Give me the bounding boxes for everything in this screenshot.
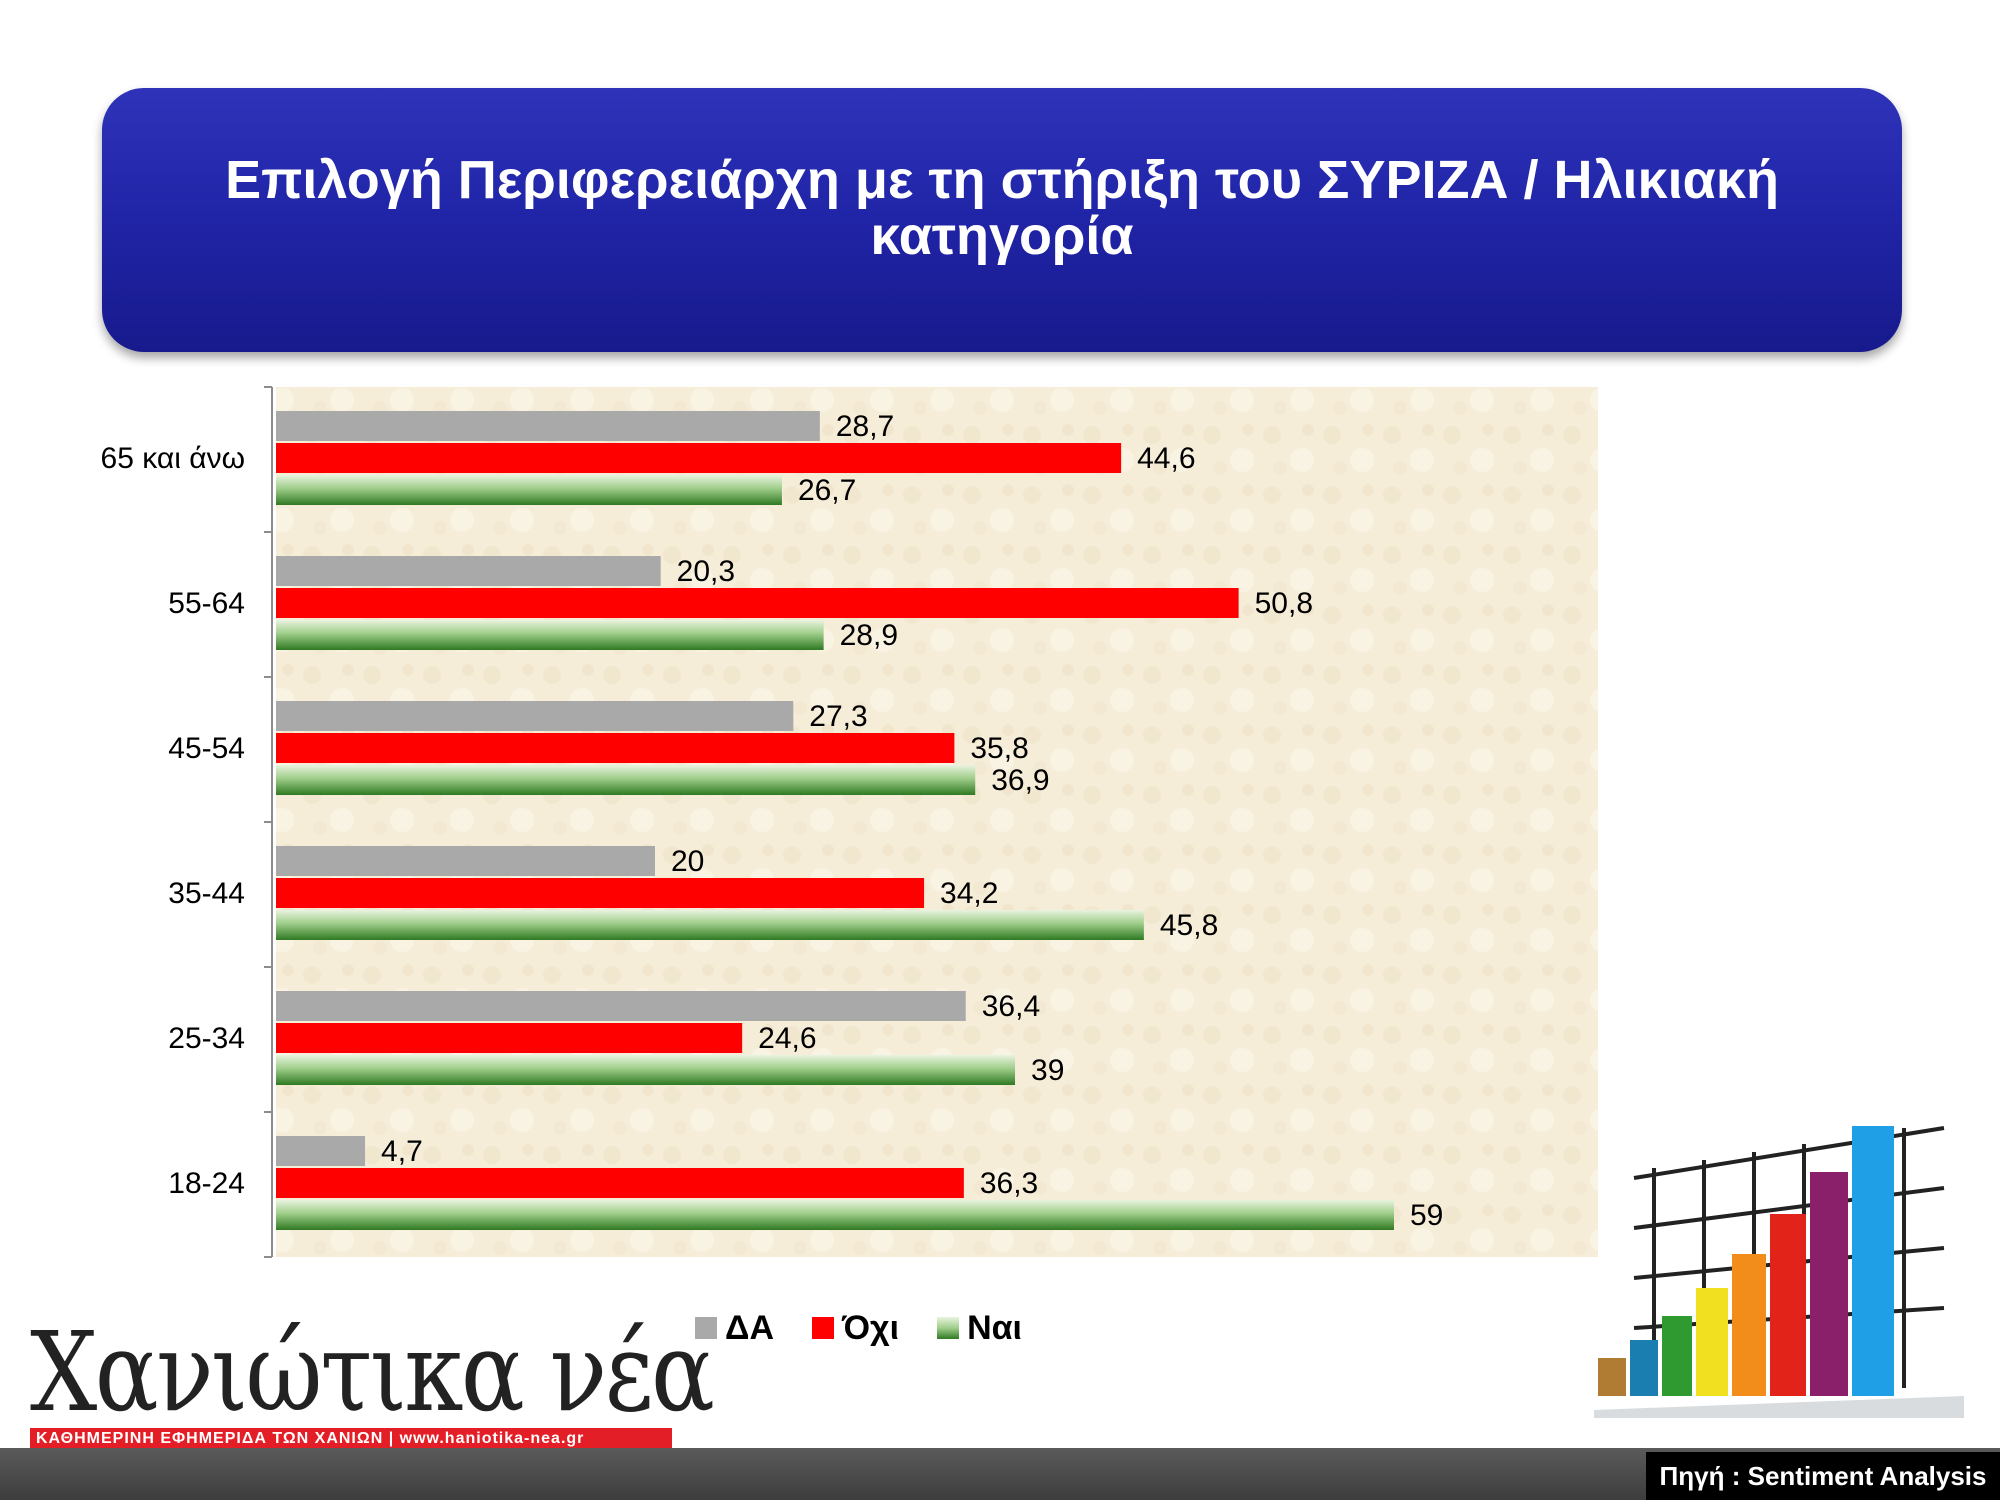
legend: ΔΑ Όχι Ναι: [695, 1308, 1060, 1348]
legend-label: Ναι: [967, 1308, 1022, 1347]
data-label: 44,6: [1137, 442, 1195, 475]
legend-label: ΔΑ: [725, 1308, 774, 1347]
bar-nai: [276, 765, 976, 795]
category-label: 18-24: [168, 1167, 245, 1200]
data-label: 20,3: [677, 555, 735, 588]
legend-label: Όχι: [842, 1308, 900, 1347]
category-label: 55-64: [168, 587, 245, 620]
bar-da: [276, 411, 820, 441]
data-label: 59: [1410, 1199, 1443, 1232]
plot-area-background: [276, 387, 1598, 1257]
legend-item: ΔΑ: [695, 1309, 774, 1348]
data-label: 36,4: [982, 990, 1040, 1023]
data-label: 28,9: [840, 619, 898, 652]
category-label: 25-34: [168, 1022, 245, 1055]
bar-nai: [276, 1200, 1394, 1230]
bar-ochi: [276, 733, 955, 763]
bar-chart: 28,7 44,6 26,7 20,3 50,8 28,9 27,3 35,836,9 20 34…: [101, 386, 1598, 1258]
legend-item: Ναι: [937, 1309, 1022, 1348]
newspaper-logo: Χανιώτικα νέα ΚΑΘΗΜΕΡΙΝΗ ΕΦΗΜΕΡΙΔΑ ΤΩΝ Χ…: [30, 1308, 715, 1450]
bar-da: [276, 991, 966, 1021]
data-label: 26,7: [798, 474, 856, 507]
legend-swatch: [812, 1317, 834, 1339]
bar-nai: [276, 620, 824, 650]
title-banner: Επιλογή Περιφερειάρχη με τη στήριξη του …: [102, 88, 1902, 352]
legend-item: Όχι: [812, 1309, 899, 1348]
data-label: 28,7: [836, 410, 894, 443]
data-label: 36,3: [980, 1167, 1038, 1200]
logo-tagline: ΚΑΘΗΜΕΡΙΝΗ ΕΦΗΜΕΡΙΔΑ ΤΩΝ ΧΑΝΙΩΝ | www.ha…: [30, 1428, 672, 1450]
data-label: 24,6: [758, 1022, 816, 1055]
bar-da: [276, 846, 655, 876]
bar-nai: [276, 475, 782, 505]
bar-ochi: [276, 878, 925, 908]
category-axis: 65 και άνω 55-64 45-54 35-44 25-34 18-24: [101, 386, 273, 1258]
bar-da: [276, 556, 661, 586]
category-label: 45-54: [168, 732, 245, 765]
legend-swatch: [937, 1317, 960, 1339]
bar-da: [276, 701, 794, 731]
data-label: 20: [671, 845, 704, 878]
data-label: 27,3: [809, 700, 867, 733]
bar-ochi: [276, 443, 1122, 473]
labels-group: 28,7 44,6 26,7 20,3 50,8 28,9 27,3 35,836,9 20 34…: [381, 410, 1443, 1232]
source-note: Πηγή : Sentiment Analysis: [1646, 1452, 2000, 1500]
data-label: 36,9: [991, 764, 1049, 797]
category-label: 35-44: [168, 877, 245, 910]
bars-group: [276, 411, 1394, 1230]
bar-ochi: [276, 1168, 964, 1198]
data-label: 35,8: [970, 732, 1028, 765]
data-label: 50,8: [1255, 587, 1313, 620]
data-label: 39: [1031, 1054, 1064, 1087]
bar-ochi: [276, 588, 1239, 618]
data-label: 4,7: [381, 1135, 423, 1168]
bar-chart-illustration-icon: [1594, 1126, 1964, 1418]
legend-swatch: [695, 1317, 717, 1339]
bar-nai: [276, 910, 1144, 940]
logo-wordmark: Χανιώτικα νέα: [30, 1308, 715, 1436]
page-title: Επιλογή Περιφερειάρχη με τη στήριξη του …: [225, 150, 1779, 266]
data-label: 34,2: [940, 877, 998, 910]
bar-da: [276, 1136, 366, 1166]
category-label: 65 και άνω: [101, 442, 245, 475]
bar-nai: [276, 1055, 1016, 1085]
data-label: 45,8: [1160, 909, 1218, 942]
bar-ochi: [276, 1023, 743, 1053]
